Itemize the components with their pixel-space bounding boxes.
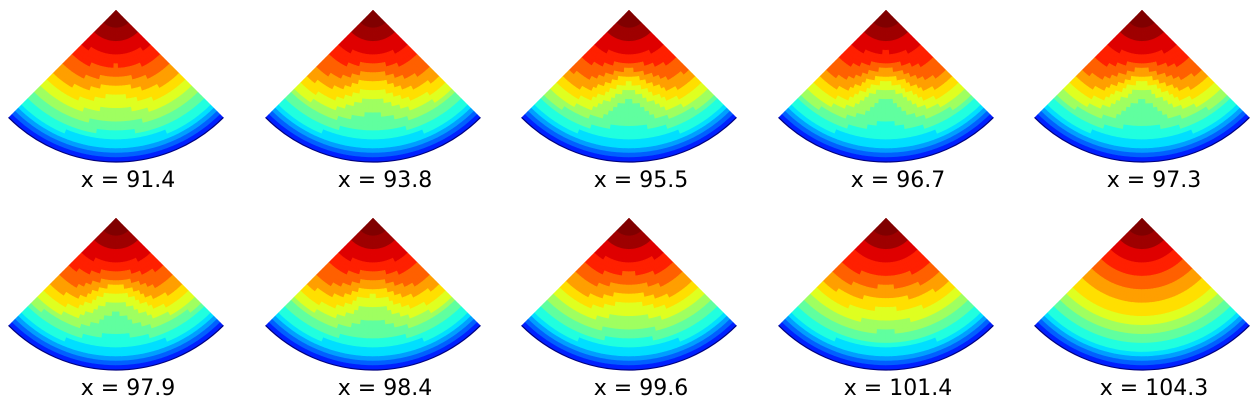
- panel-x-label: x = 95.5: [521, 168, 761, 194]
- contour-bands: [522, 10, 737, 162]
- sector-contour-plot: [1034, 6, 1260, 166]
- panel-x-label: x = 93.8: [265, 168, 505, 194]
- sector-contour-plot: [1034, 214, 1260, 374]
- sector-contour-plot: [778, 214, 1018, 374]
- contour-bands: [9, 218, 224, 370]
- contour-bands: [522, 218, 737, 370]
- panel-x-label: x = 98.4: [265, 376, 505, 402]
- contour-panel-5: x = 97.3: [1034, 6, 1260, 206]
- sector-contour-plot: [265, 6, 505, 166]
- panel-x-label: x = 99.6: [521, 376, 761, 402]
- sector-contour-plot: [265, 214, 505, 374]
- panel-x-label: x = 101.4: [778, 376, 1018, 402]
- contour-panel-2: x = 93.8: [265, 6, 505, 206]
- contour-panel-9: x = 101.4: [778, 214, 1018, 414]
- contour-panel-1: x = 91.4: [8, 6, 248, 206]
- contour-panel-4: x = 96.7: [778, 6, 1018, 206]
- contour-bands: [9, 10, 224, 162]
- contour-bands: [1035, 10, 1250, 162]
- contour-panel-6: x = 97.9: [8, 214, 248, 414]
- contour-bands: [1035, 218, 1250, 370]
- contour-bands: [266, 218, 481, 370]
- panel-x-label: x = 97.3: [1034, 168, 1260, 194]
- sector-contour-plot: [778, 6, 1018, 166]
- panel-x-label: x = 97.9: [8, 376, 248, 402]
- contour-panel-3: x = 95.5: [521, 6, 761, 206]
- panel-x-label: x = 104.3: [1034, 376, 1260, 402]
- sector-contour-plot: [521, 6, 761, 166]
- contour-bands: [779, 218, 994, 370]
- sector-contour-plot: [8, 6, 248, 166]
- contour-panel-8: x = 99.6: [521, 214, 761, 414]
- panel-x-label: x = 96.7: [778, 168, 1018, 194]
- sector-contour-plot: [8, 214, 248, 374]
- contour-panel-10: x = 104.3: [1034, 214, 1260, 414]
- panel-x-label: x = 91.4: [8, 168, 248, 194]
- contour-panel-7: x = 98.4: [265, 214, 505, 414]
- sector-contour-plot: [521, 214, 761, 374]
- contour-bands: [779, 10, 994, 162]
- contour-bands: [266, 10, 481, 162]
